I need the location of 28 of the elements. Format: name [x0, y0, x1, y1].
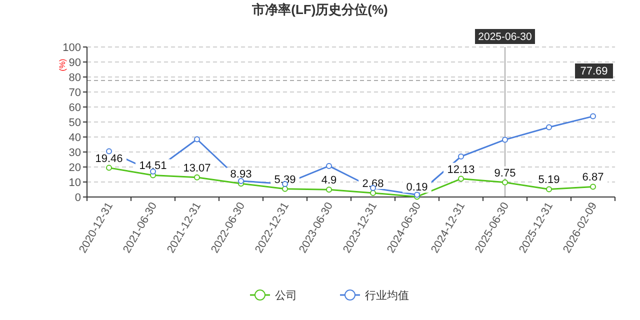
data-label: 13.07	[183, 162, 211, 174]
y-tick-label: 70	[68, 87, 81, 99]
data-label: 6.87	[582, 172, 604, 184]
y-tick-label: 0	[74, 192, 81, 204]
y-tick-label: 90	[68, 57, 81, 69]
y-tick-label: 60	[68, 102, 81, 114]
ref-line-label: 2025-06-30	[478, 31, 532, 43]
data-label: 5.19	[538, 174, 560, 186]
y-tick-label: 20	[68, 162, 81, 174]
data-label: 9.75	[494, 167, 516, 180]
y-tick-label: 30	[68, 147, 81, 159]
data-label: 4.9	[321, 174, 337, 187]
chart-title: 市净率(LF)历史分位(%)	[251, 2, 388, 17]
y-axis-title: (%)	[58, 58, 67, 72]
data-label: 19.46	[95, 152, 123, 165]
y-tick-label: 80	[68, 72, 81, 84]
data-label: 12.13	[447, 164, 475, 176]
data-label: 0.19	[406, 182, 428, 194]
y-tick-label: 40	[68, 132, 81, 144]
data-label: 8.93	[230, 168, 252, 181]
y-tick-label: 10	[68, 177, 81, 189]
ref-line-label: 77.69	[580, 65, 608, 78]
legend-label: 行业均值	[365, 289, 409, 302]
data-label: 2.68	[362, 178, 384, 190]
data-label: 14.51	[139, 160, 167, 172]
y-tick-label: 50	[68, 117, 81, 129]
legend-label: 公司	[275, 290, 297, 302]
y-tick-label: 100	[62, 42, 81, 54]
